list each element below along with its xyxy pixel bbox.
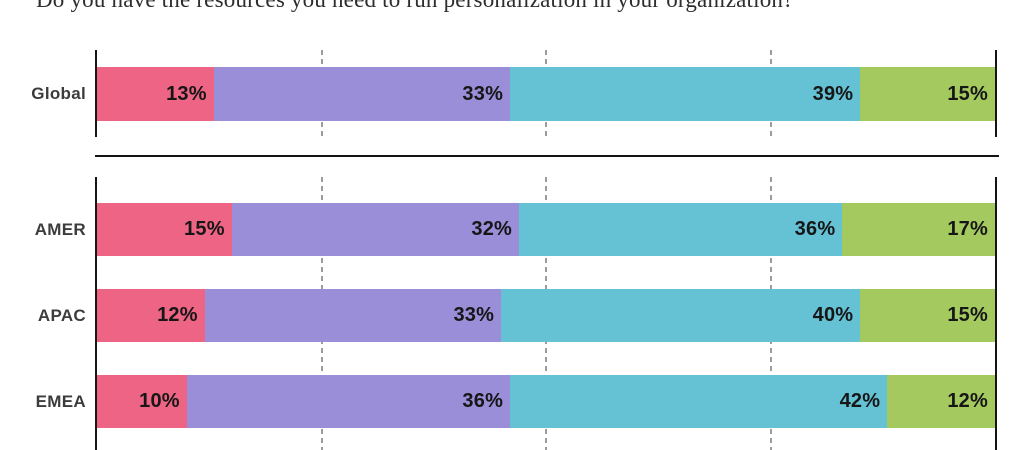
- stacked-bar-global: 13% 33% 39% 15%: [97, 67, 995, 121]
- segment-value-label: 39%: [812, 82, 854, 105]
- segment-value-label: 15%: [947, 304, 988, 326]
- global-chart-group: 13% 33% 39% 15% Global: [0, 50, 1024, 137]
- bar-segment: 15%: [97, 203, 232, 256]
- bar-segment: 32%: [231, 203, 520, 256]
- bar-segment: 15%: [860, 67, 995, 121]
- segment-value-label: 36%: [462, 390, 504, 412]
- segment-value-label: 32%: [471, 218, 513, 240]
- bar-segment: 40%: [501, 289, 861, 342]
- segment-value-label: 13%: [166, 82, 207, 105]
- bar-segment: 10%: [97, 375, 187, 428]
- bar-segment: 42%: [510, 375, 888, 428]
- bar-segment: 36%: [186, 375, 511, 428]
- stacked-bar-amer: 15% 32% 36% 17%: [97, 203, 995, 256]
- stacked-bar-apac: 12% 33% 40% 15%: [97, 289, 995, 342]
- bar-segment: 33%: [213, 67, 511, 121]
- axis-line-left: [95, 50, 97, 137]
- bar-segment: 36%: [519, 203, 843, 256]
- row-label-apac: APAC: [37, 305, 86, 325]
- stacked-bar-emea: 10% 36% 42% 12%: [97, 375, 995, 428]
- chart-title: Do you have the resources you need to ru…: [36, 0, 794, 13]
- segment-value-label: 15%: [184, 218, 225, 240]
- bar-segment: 39%: [510, 67, 861, 121]
- segment-value-label: 33%: [453, 304, 495, 326]
- bar-segment: 13%: [97, 67, 214, 121]
- row-label-global: Global: [31, 84, 86, 103]
- bar-segment: 15%: [860, 289, 995, 342]
- axis-line-left: [95, 177, 97, 450]
- regional-chart-group: 15% 32% 36% 17% 12% 33% 40% 15% 10% 36% 42% 12% AMER…: [0, 177, 1024, 450]
- row-label-amer: AMER: [34, 219, 86, 239]
- bar-segment: 12%: [887, 375, 995, 428]
- plot-area: 13% 33% 39% 15%: [95, 50, 997, 137]
- segment-value-label: 36%: [794, 218, 836, 240]
- segment-value-label: 42%: [839, 390, 881, 412]
- segment-value-label: 10%: [139, 390, 180, 412]
- row-label-emea: EMEA: [35, 391, 86, 411]
- plot-area: 15% 32% 36% 17% 12% 33% 40% 15% 10% 36% 42% 12%: [95, 177, 997, 450]
- section-divider: [95, 155, 999, 157]
- segment-value-label: 40%: [812, 304, 854, 326]
- segment-value-label: 33%: [462, 82, 504, 105]
- bar-segment: 33%: [204, 289, 502, 342]
- segment-value-label: 17%: [947, 218, 988, 240]
- segment-value-label: 12%: [157, 304, 198, 326]
- axis-line-right: [995, 50, 997, 137]
- segment-value-label: 12%: [947, 390, 988, 412]
- segment-value-label: 15%: [947, 82, 988, 105]
- bar-segment: 12%: [97, 289, 205, 342]
- axis-line-right: [995, 177, 997, 450]
- bar-segment: 17%: [842, 203, 995, 256]
